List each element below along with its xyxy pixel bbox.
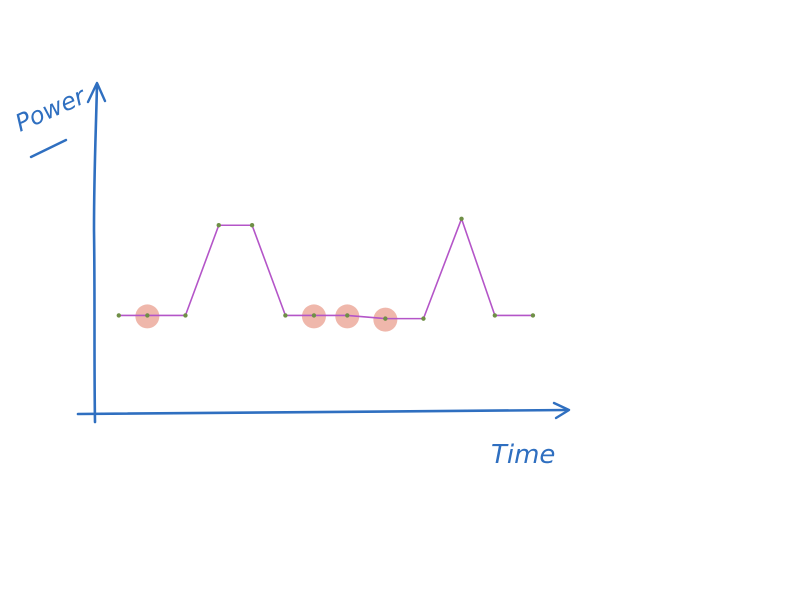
x-axis — [76, 408, 570, 416]
data-point — [311, 313, 317, 318]
data-point — [183, 313, 188, 318]
series-layer — [116, 216, 536, 332]
x-axis-arrowhead — [552, 401, 571, 420]
data-point — [383, 316, 388, 321]
data-point — [145, 313, 150, 318]
data-point — [249, 223, 255, 228]
x-axis-label: Time — [491, 440, 555, 470]
data-point — [492, 313, 498, 318]
data-point — [116, 313, 122, 318]
series-line — [118, 218, 533, 320]
data-point — [421, 316, 426, 321]
data-point — [530, 313, 536, 318]
y-axis-label-underline — [29, 138, 68, 159]
y-axis-label: Power — [11, 81, 91, 137]
y-axis-arrowhead — [86, 81, 107, 104]
data-point — [345, 313, 350, 318]
data-point — [216, 223, 221, 228]
data-point — [459, 216, 464, 221]
data-point — [283, 313, 288, 318]
y-axis — [92, 82, 99, 424]
